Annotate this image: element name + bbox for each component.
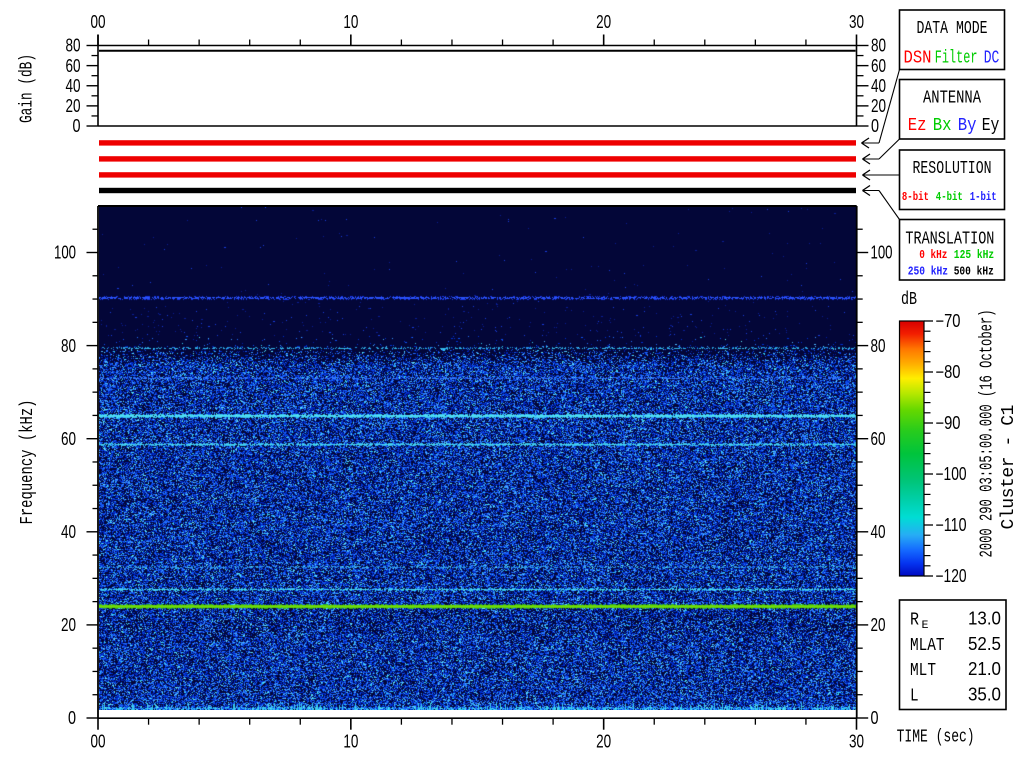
svg-text:500 kHz: 500 kHz bbox=[954, 265, 994, 279]
svg-text:20: 20 bbox=[596, 12, 611, 32]
svg-text:By: By bbox=[958, 116, 977, 136]
svg-text:20: 20 bbox=[871, 615, 886, 635]
svg-text:20: 20 bbox=[61, 615, 76, 635]
svg-text:Cluster - C1: Cluster - C1 bbox=[999, 405, 1019, 530]
svg-text:Filter: Filter bbox=[935, 49, 978, 69]
svg-text:Frequency (kHz): Frequency (kHz) bbox=[18, 400, 38, 525]
svg-text:−120: −120 bbox=[936, 566, 967, 586]
svg-text:100: 100 bbox=[54, 243, 76, 263]
svg-text:DSN: DSN bbox=[904, 49, 932, 69]
svg-text:0: 0 bbox=[871, 116, 879, 136]
svg-text:RESOLUTION: RESOLUTION bbox=[913, 159, 992, 179]
svg-text:80: 80 bbox=[66, 36, 81, 56]
svg-text:DC: DC bbox=[984, 49, 1000, 69]
svg-text:20: 20 bbox=[596, 732, 611, 752]
svg-text:0: 0 bbox=[871, 708, 879, 728]
svg-text:DATA MODE: DATA MODE bbox=[917, 19, 988, 39]
svg-text:125 kHz: 125 kHz bbox=[954, 248, 994, 262]
svg-text:ANTENNA: ANTENNA bbox=[923, 89, 981, 109]
svg-text:80: 80 bbox=[61, 336, 76, 356]
svg-text:−90: −90 bbox=[936, 413, 961, 433]
svg-text:Bx: Bx bbox=[933, 116, 952, 136]
svg-text:−110: −110 bbox=[936, 515, 967, 535]
svg-text:L: L bbox=[910, 687, 919, 707]
svg-text:40: 40 bbox=[871, 76, 886, 96]
svg-text:0: 0 bbox=[68, 708, 76, 728]
svg-text:−80: −80 bbox=[936, 362, 961, 382]
svg-text:52.5: 52.5 bbox=[968, 634, 1001, 654]
svg-text:80: 80 bbox=[871, 36, 886, 56]
svg-text:60: 60 bbox=[871, 429, 886, 449]
svg-text:−100: −100 bbox=[936, 464, 967, 484]
svg-text:8-bit: 8-bit bbox=[902, 190, 929, 204]
svg-text:MLAT: MLAT bbox=[910, 636, 945, 656]
svg-text:10: 10 bbox=[343, 732, 358, 752]
svg-text:TRANSLATION: TRANSLATION bbox=[905, 230, 994, 250]
svg-text:40: 40 bbox=[61, 522, 76, 542]
svg-text:10: 10 bbox=[343, 12, 358, 32]
svg-text:00: 00 bbox=[91, 12, 106, 32]
svg-text:0 kHz: 0 kHz bbox=[919, 248, 947, 262]
svg-text:Ez: Ez bbox=[908, 116, 927, 136]
svg-text:21.0: 21.0 bbox=[968, 659, 1001, 679]
svg-text:E: E bbox=[922, 620, 929, 632]
svg-text:00: 00 bbox=[91, 732, 106, 752]
svg-text:20: 20 bbox=[871, 96, 886, 116]
svg-text:−70: −70 bbox=[936, 311, 961, 331]
svg-text:1-bit: 1-bit bbox=[970, 190, 997, 204]
svg-text:250 kHz: 250 kHz bbox=[908, 265, 948, 279]
svg-text:R: R bbox=[910, 611, 919, 631]
svg-text:dB: dB bbox=[901, 290, 917, 310]
svg-text:100: 100 bbox=[871, 243, 893, 263]
svg-text:Ey: Ey bbox=[982, 116, 1000, 136]
svg-text:MLT: MLT bbox=[910, 661, 936, 681]
svg-text:Gain (dB): Gain (dB) bbox=[18, 54, 38, 123]
svg-text:20: 20 bbox=[66, 96, 81, 116]
svg-text:13.0: 13.0 bbox=[968, 609, 1001, 629]
svg-text:30: 30 bbox=[849, 732, 864, 752]
svg-text:60: 60 bbox=[66, 56, 81, 76]
svg-text:60: 60 bbox=[871, 56, 886, 76]
svg-text:40: 40 bbox=[871, 522, 886, 542]
svg-text:40: 40 bbox=[66, 76, 81, 96]
svg-text:30: 30 bbox=[849, 12, 864, 32]
svg-text:80: 80 bbox=[871, 336, 886, 356]
svg-text:2000 290 03:05:00.000 (16 Octo: 2000 290 03:05:00.000 (16 October) bbox=[978, 310, 998, 558]
svg-text:0: 0 bbox=[73, 116, 81, 136]
svg-text:TIME (sec): TIME (sec) bbox=[897, 728, 975, 748]
svg-text:4-bit: 4-bit bbox=[936, 190, 963, 204]
svg-text:60: 60 bbox=[61, 429, 76, 449]
svg-text:35.0: 35.0 bbox=[968, 685, 1001, 705]
